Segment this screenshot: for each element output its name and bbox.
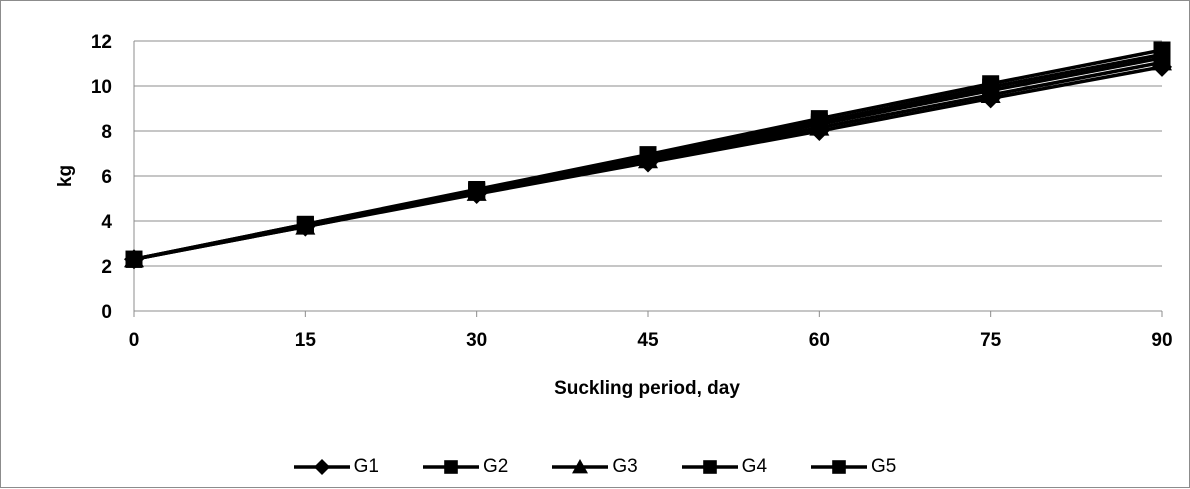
- x-tick-label: 0: [129, 330, 140, 351]
- y-axis-title: kg: [55, 165, 76, 187]
- x-tick-label: 60: [809, 330, 830, 351]
- series-G5: [125, 41, 1171, 268]
- legend: G1 G2 G3 G4 G5: [1, 456, 1189, 478]
- legend-item: G2: [422, 456, 509, 478]
- legend-item: G3: [552, 456, 638, 478]
- data-point: [810, 110, 828, 128]
- x-axis-title: Suckling period, day: [554, 378, 740, 399]
- y-tick-label: 8: [101, 122, 112, 143]
- series-lines: [124, 41, 1172, 270]
- y-tick-label: 6: [101, 167, 112, 188]
- x-tick-label: 30: [466, 330, 487, 351]
- legend-label: G4: [741, 456, 768, 477]
- legend-marker: [313, 459, 330, 475]
- legend-label: G1: [353, 456, 379, 477]
- data-point: [639, 146, 657, 164]
- data-point: [125, 250, 143, 268]
- data-point: [982, 75, 1000, 93]
- legend-marker: [832, 460, 846, 474]
- legend-label: G5: [871, 456, 897, 477]
- y-tick-label: 0: [101, 302, 112, 323]
- legend-swatch: [422, 460, 479, 474]
- legend-label: G3: [612, 456, 638, 477]
- legend-marker: [702, 460, 717, 474]
- legend-item: G5: [811, 456, 896, 478]
- legend-swatch: [552, 459, 609, 474]
- x-tick-label: 75: [980, 330, 1002, 351]
- x-tick-label: 45: [637, 330, 659, 351]
- data-point: [468, 181, 486, 198]
- y-tick-label: 10: [91, 77, 112, 98]
- y-tick-label: 2: [101, 257, 112, 278]
- legend-swatch: [681, 460, 738, 474]
- legend-marker: [444, 460, 458, 474]
- y-tick-label: 12: [91, 32, 112, 53]
- legend-label: G2: [482, 456, 509, 477]
- x-tick-label: 90: [1151, 330, 1172, 351]
- y-tick-label: 4: [101, 212, 112, 233]
- data-point: [1153, 41, 1171, 59]
- legend-swatch: [293, 459, 350, 475]
- tick-labels: 0 2 4 6 8 10 12 0 15 30 45 60 75 90: [91, 32, 1173, 351]
- data-point: [296, 215, 314, 233]
- x-tick-label: 15: [295, 330, 317, 351]
- legend-marker: [572, 459, 589, 474]
- legend-item: G4: [681, 456, 768, 478]
- legend-item: G1: [293, 456, 379, 478]
- legend-swatch: [811, 460, 868, 474]
